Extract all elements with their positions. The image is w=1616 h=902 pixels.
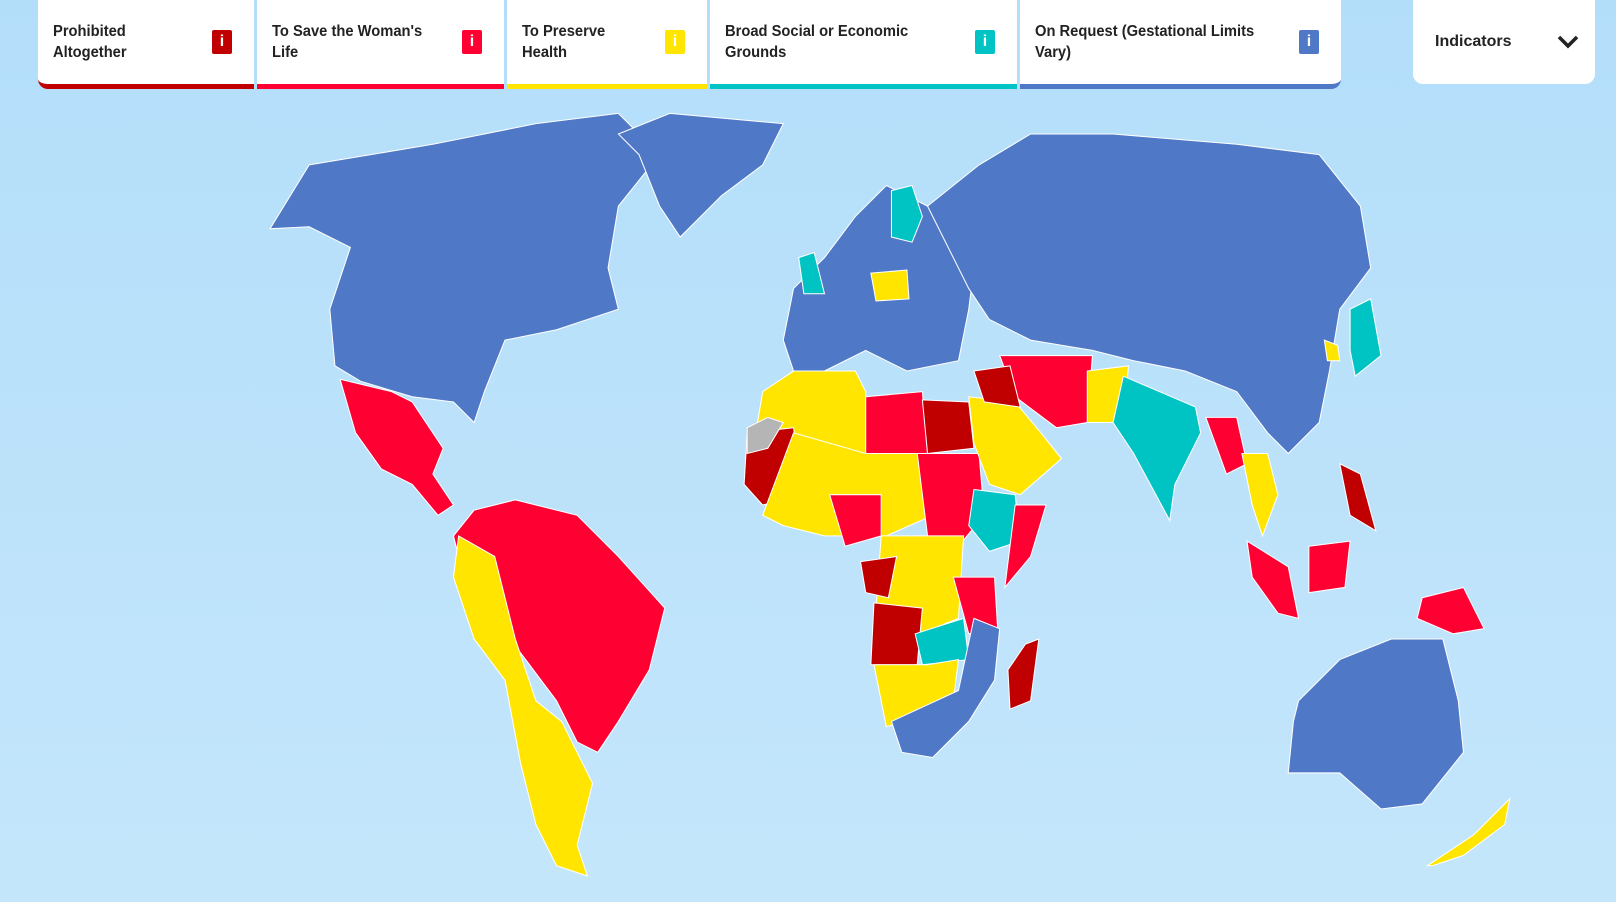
info-icon[interactable]: i — [212, 30, 232, 54]
legend-label: Broad Social or Economic Grounds — [725, 23, 909, 61]
country-philippines[interactable] — [1339, 462, 1377, 532]
country-mexico-central-america[interactable] — [339, 378, 455, 516]
country-iraq[interactable] — [973, 365, 1021, 408]
country-nigeria[interactable] — [828, 494, 882, 547]
country-finland[interactable] — [890, 184, 923, 243]
country-myanmar[interactable] — [1205, 416, 1248, 475]
country-japan[interactable] — [1349, 298, 1382, 378]
country-south-america-andes[interactable] — [452, 535, 594, 877]
info-icon[interactable]: i — [665, 30, 685, 54]
info-icon[interactable]: i — [1299, 30, 1319, 54]
country-new-zealand[interactable] — [1425, 797, 1511, 867]
country-north-america[interactable] — [269, 112, 661, 424]
legend-label: On Request (Gestational Limits Vary) — [1035, 23, 1255, 61]
country-poland[interactable] — [870, 269, 910, 302]
legend-broad-social-economic[interactable]: Broad Social or Economic Grounds i — [710, 0, 1017, 89]
info-icon[interactable]: i — [462, 30, 482, 54]
country-indonesia-borneo[interactable] — [1308, 540, 1351, 594]
country-indonesia-west[interactable] — [1246, 540, 1300, 620]
country-korea[interactable] — [1323, 339, 1341, 362]
country-south-africa[interactable] — [890, 617, 1001, 759]
country-somalia[interactable] — [1004, 504, 1047, 590]
legend-save-womans-life[interactable]: To Save the Woman's Life i — [257, 0, 504, 89]
country-ethiopia[interactable] — [968, 488, 1021, 552]
chevron-down-icon — [1557, 35, 1579, 49]
country-united-kingdom[interactable] — [798, 251, 826, 295]
country-australia[interactable] — [1287, 638, 1464, 810]
indicators-label: Indicators — [1435, 33, 1512, 50]
country-western-sahara[interactable] — [746, 416, 785, 455]
legend-prohibited-altogether[interactable]: Prohibited Altogether i — [38, 0, 254, 89]
legend-preserve-health[interactable]: To Preserve Health i — [507, 0, 707, 89]
country-sudan-chad[interactable] — [916, 452, 985, 547]
indicators-dropdown[interactable]: Indicators — [1413, 0, 1595, 84]
legend-label: To Save the Woman's Life — [272, 23, 423, 61]
country-madagascar[interactable] — [1007, 638, 1040, 710]
legend-bar: Prohibited Altogether i To Save the Woma… — [38, 0, 1341, 89]
info-icon[interactable]: i — [975, 30, 995, 54]
country-thailand[interactable] — [1241, 452, 1279, 538]
country-egypt[interactable] — [921, 399, 975, 455]
country-greenland[interactable] — [617, 112, 785, 238]
country-congo[interactable] — [859, 555, 898, 599]
country-papua[interactable] — [1416, 586, 1485, 635]
country-russia-asia[interactable] — [926, 133, 1372, 455]
legend-label: Prohibited Altogether — [53, 23, 127, 61]
country-libya[interactable] — [865, 391, 929, 460]
legend-on-request[interactable]: On Request (Gestational Limits Vary) i — [1020, 0, 1341, 89]
country-india[interactable] — [1112, 375, 1202, 523]
legend-label: To Preserve Health — [522, 23, 606, 61]
